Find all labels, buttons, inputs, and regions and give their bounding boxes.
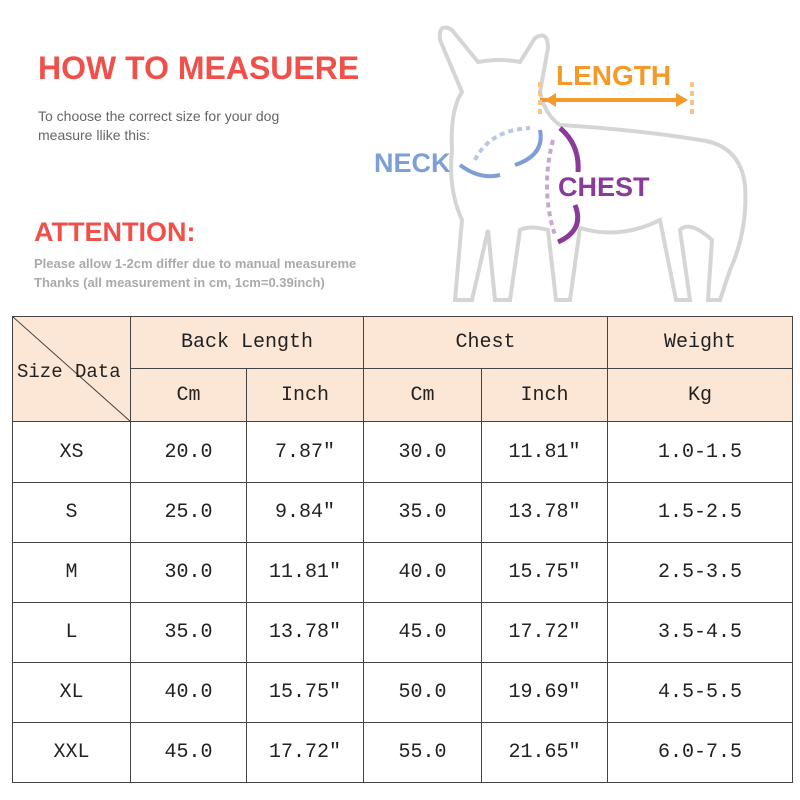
unit-header: Cm xyxy=(364,369,482,422)
value-cell: 9.84″ xyxy=(247,483,364,543)
size-table: Size Data Back Length Chest Weight Cm Inch Cm In… xyxy=(12,316,793,783)
diagonal xyxy=(13,317,131,422)
chest-arrow xyxy=(556,126,581,245)
corner-label: Data xyxy=(75,361,121,383)
unit-header: Cm xyxy=(131,369,247,422)
value-cell: 35.0 xyxy=(364,483,482,543)
size-cell: M xyxy=(13,543,131,603)
neck-arrow xyxy=(458,129,543,179)
title: HOW TO MEASUERE xyxy=(38,50,360,86)
corner-cell: Size Data xyxy=(13,317,131,422)
value-cell: 40.0 xyxy=(364,543,482,603)
value-cell: 3.5-4.5 xyxy=(608,603,793,663)
group-header: Weight xyxy=(608,317,793,369)
value-cell: 11.81″ xyxy=(482,422,608,483)
value-cell: 2.5-3.5 xyxy=(608,543,793,603)
neck-dash xyxy=(473,126,531,161)
dog-outline xyxy=(437,25,748,302)
value-cell: 30.0 xyxy=(131,543,247,603)
value-cell: 17.72″ xyxy=(482,603,608,663)
value-cell: 4.5-5.5 xyxy=(608,663,793,723)
value-cell: 45.0 xyxy=(364,603,482,663)
value-cell: 55.0 xyxy=(364,723,482,783)
value-cell: 45.0 xyxy=(131,723,247,783)
value-cell: 1.5-2.5 xyxy=(608,483,793,543)
length-label: LENGTH xyxy=(556,60,672,91)
value-cell: 21.65″ xyxy=(482,723,608,783)
arrow-head xyxy=(545,93,556,107)
value-cell: 25.0 xyxy=(131,483,247,543)
value-cell: 13.78″ xyxy=(482,483,608,543)
size-cell: XS xyxy=(13,422,131,483)
size-cell: L xyxy=(13,603,131,663)
value-cell: 35.0 xyxy=(131,603,247,663)
value-cell: 13.78″ xyxy=(247,603,364,663)
value-cell: 15.75″ xyxy=(247,663,364,723)
value-cell: 40.0 xyxy=(131,663,247,723)
value-cell: 19.69″ xyxy=(482,663,608,723)
value-cell: 11.81″ xyxy=(247,543,364,603)
chest-label: CHEST xyxy=(558,172,650,202)
value-cell: 6.0-7.5 xyxy=(608,723,793,783)
value-cell: 1.0-1.5 xyxy=(608,422,793,483)
group-header: Back Length xyxy=(131,317,364,369)
unit-header: Inch xyxy=(247,369,364,422)
subtitle-line: measure llike this: xyxy=(38,127,151,143)
note: Please allow 1-2cm differ due to manual … xyxy=(34,256,357,271)
corner-label: Size xyxy=(17,361,63,383)
unit-header: Kg xyxy=(608,369,793,422)
value-cell: 15.75″ xyxy=(482,543,608,603)
unit-header: Inch xyxy=(482,369,608,422)
neck-label: NECK xyxy=(374,148,451,178)
arrow-head xyxy=(676,93,688,107)
value-cell: 7.87″ xyxy=(247,422,364,483)
group-header: Chest xyxy=(364,317,608,369)
chest-dash xyxy=(545,139,557,236)
size-cell: XXL xyxy=(13,723,131,783)
subtitle-line: To choose the correct size for your dog xyxy=(38,108,280,124)
value-cell: 50.0 xyxy=(364,663,482,723)
size-cell: S xyxy=(13,483,131,543)
value-cell: 17.72″ xyxy=(247,723,364,783)
size-cell: XL xyxy=(13,663,131,723)
attention-title: ATTENTION: xyxy=(34,217,196,247)
value-cell: 20.0 xyxy=(131,422,247,483)
dog-diagram xyxy=(437,25,748,302)
value-cell: 30.0 xyxy=(364,422,482,483)
note: Thanks (all measurement in cm, 1cm=0.39i… xyxy=(34,275,325,290)
